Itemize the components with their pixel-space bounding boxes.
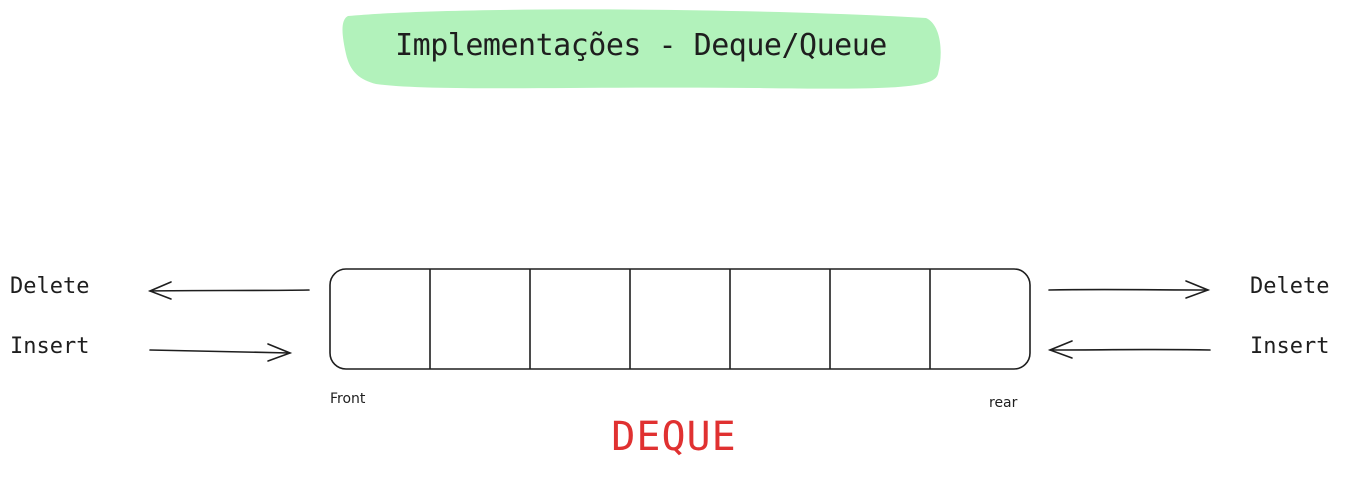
- left-delete-arrow: [147, 281, 310, 300]
- title-highlight: [342, 9, 941, 89]
- right-delete-label: Delete: [1250, 274, 1330, 299]
- deque-cell-dividers: [429, 269, 931, 369]
- left-insert-label: Insert: [10, 334, 90, 359]
- left-delete-label: Delete: [10, 274, 90, 299]
- rear-label: rear: [989, 395, 1018, 411]
- title-banner: Implementações - Deque/Queue: [336, 2, 946, 94]
- front-label: Front: [330, 391, 366, 407]
- deque-caption: DEQUE: [611, 414, 737, 460]
- right-delete-arrow: [1048, 280, 1211, 299]
- right-insert-label: Insert: [1250, 334, 1330, 359]
- page-title: Implementações - Deque/Queue: [395, 28, 887, 63]
- deque-container: [329, 268, 1031, 370]
- right-insert-arrow: [1047, 340, 1211, 359]
- left-insert-arrow: [149, 343, 293, 362]
